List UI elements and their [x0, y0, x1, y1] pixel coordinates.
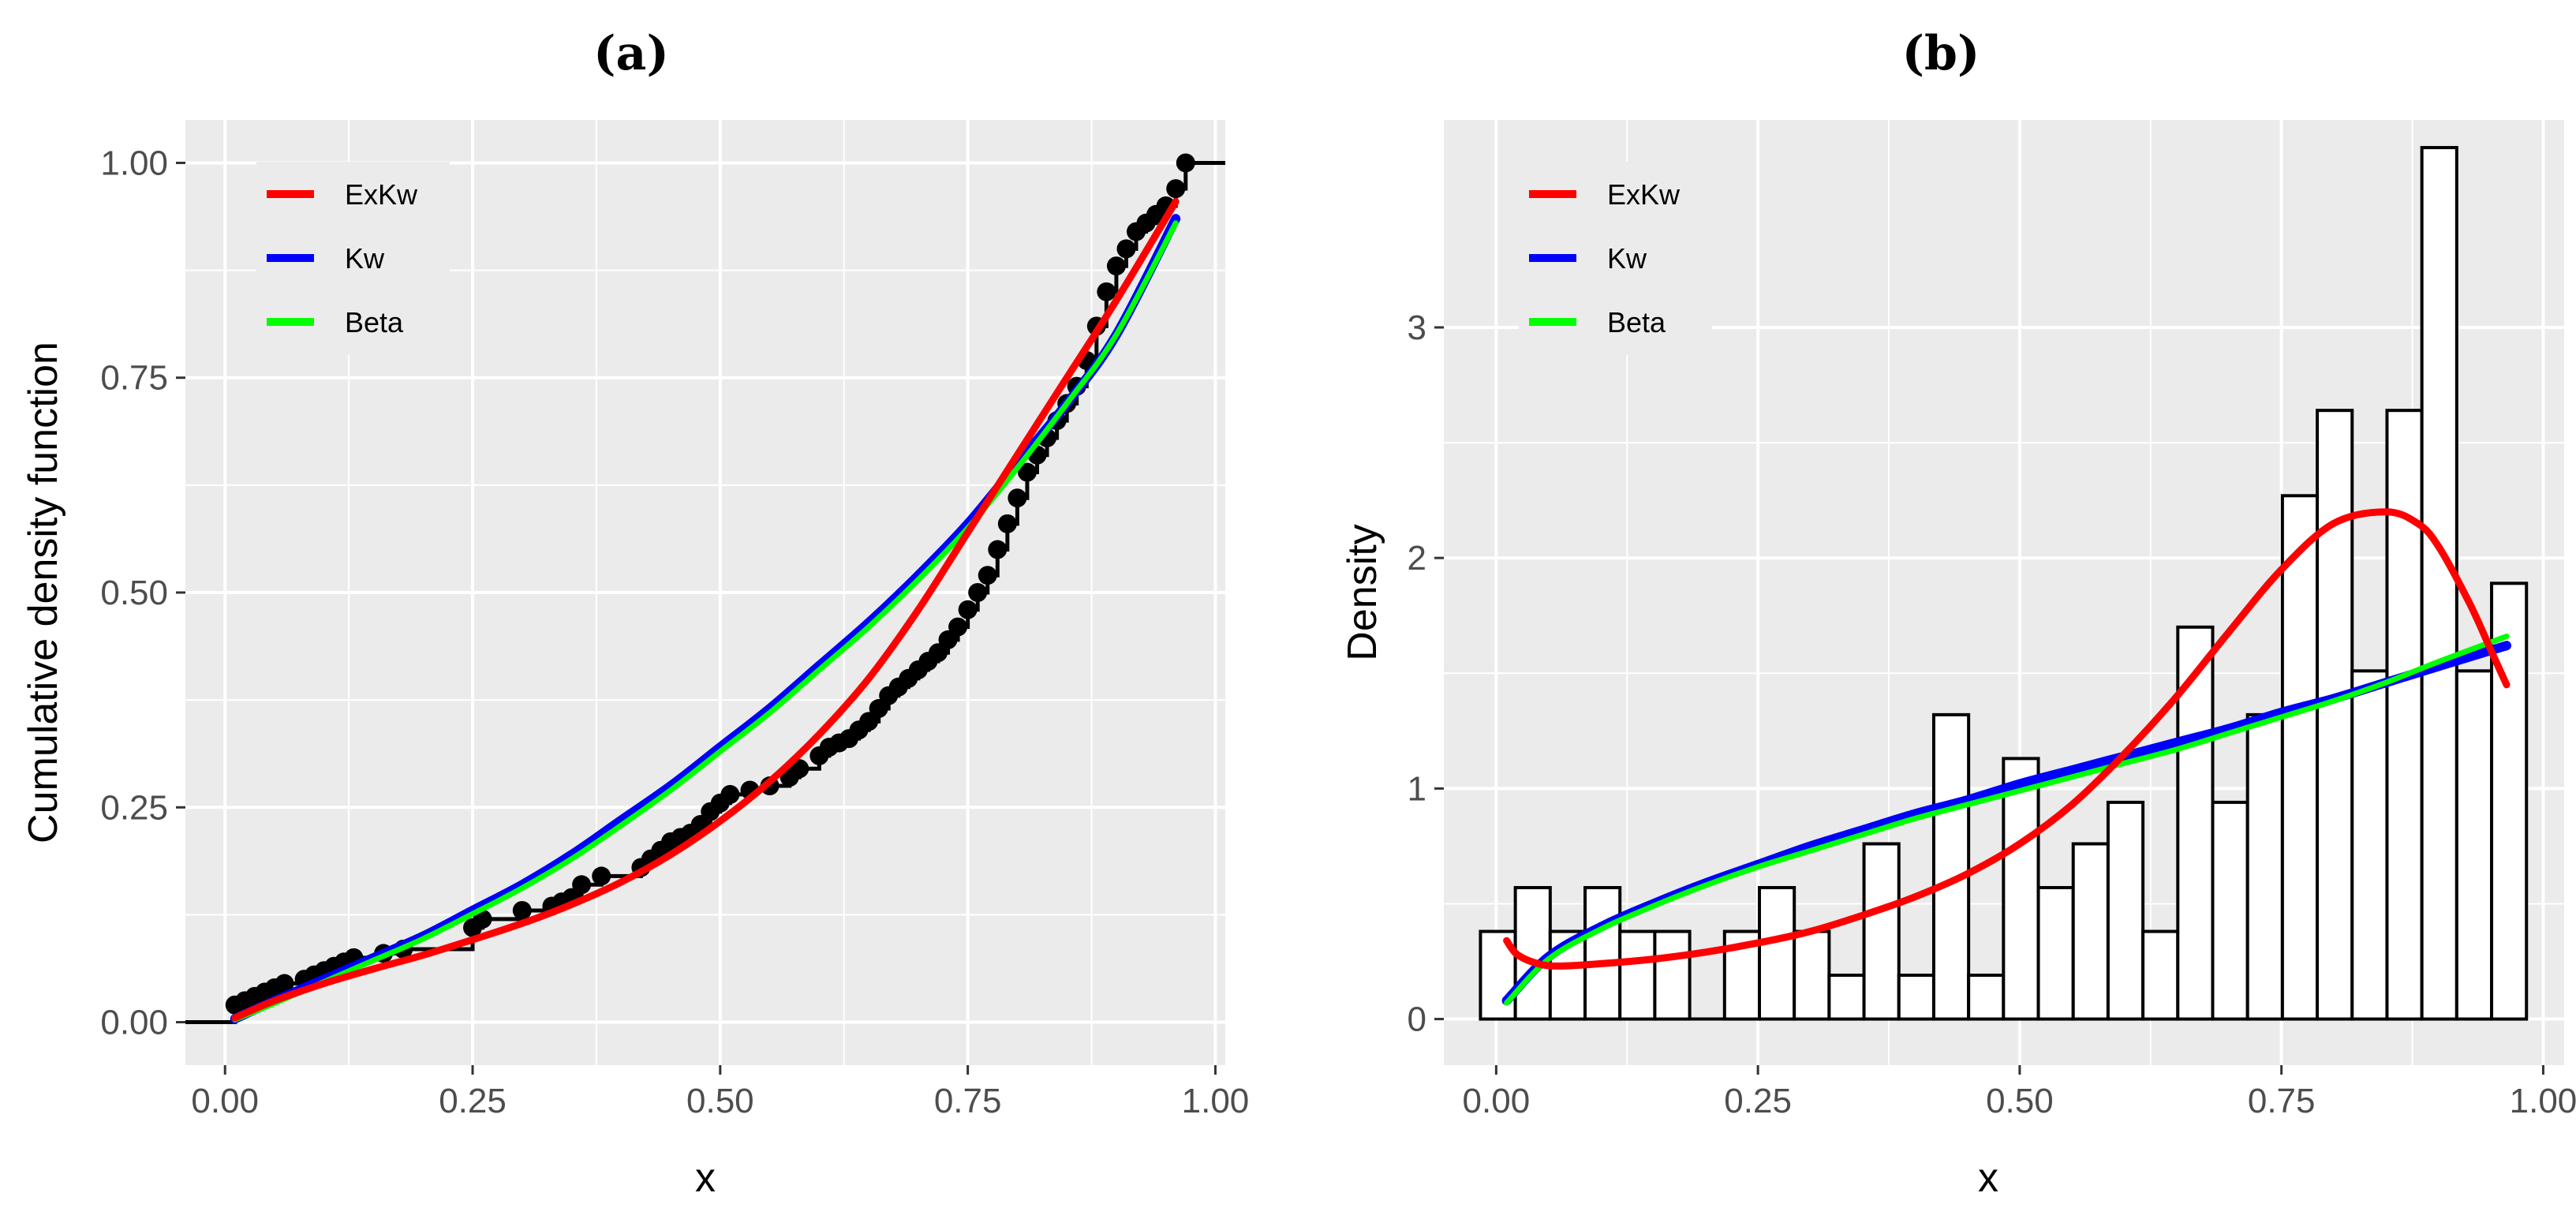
legend-label-kw: Kw — [1607, 242, 1647, 275]
ecdf-point — [978, 566, 997, 585]
x-tick-label: 0.00 — [1463, 1082, 1531, 1120]
curve-beta — [232, 220, 1179, 1023]
ecdf-point — [968, 583, 988, 602]
histogram-bar — [2280, 494, 2320, 1021]
panel-a-fitted-curves — [230, 198, 1181, 1024]
histogram-bar — [2385, 409, 2424, 1021]
histogram-bar — [2350, 669, 2389, 1021]
ecdf-point — [869, 699, 888, 719]
panel-b-y-axis-label: Density — [1340, 524, 1385, 660]
panel-a-x-axis-label: x — [695, 1155, 716, 1201]
histogram-bar — [1862, 842, 1901, 1021]
panel-a: (a) 0.00 0.25 0.50 0.75 1.00 0.00 0.25 0… — [21, 26, 1249, 1201]
ecdf-point — [938, 630, 958, 649]
histogram-bar — [1757, 886, 1796, 1021]
curve-beta — [1504, 634, 2510, 1006]
curve-exkw — [231, 198, 1180, 1022]
y-tick-label: 0.50 — [100, 574, 168, 612]
legend-label-beta: Beta — [1607, 306, 1666, 338]
histogram-bar — [2316, 409, 2354, 1021]
legend-label-exkw: ExKw — [345, 178, 418, 211]
histogram-bar — [2106, 800, 2145, 1021]
ecdf-point — [1106, 256, 1126, 276]
histogram-bar — [2245, 712, 2284, 1021]
ecdf-point — [790, 759, 809, 779]
x-tick-label: 0.50 — [686, 1082, 754, 1120]
legend-label-exkw: ExKw — [1607, 178, 1681, 211]
panel-b-x-axis-ticks: 0.00 0.25 0.50 0.75 1.00 — [1463, 1065, 2576, 1120]
ecdf-point — [948, 617, 968, 637]
histogram-bar — [2454, 669, 2494, 1021]
curve-exkw — [1503, 508, 2511, 970]
ecdf-point — [572, 875, 592, 895]
x-tick-label: 0.25 — [1724, 1082, 1792, 1120]
histogram-bar — [1897, 974, 1935, 1021]
x-tick-label: 0.50 — [1986, 1082, 2054, 1120]
x-tick-label: 0.75 — [934, 1082, 1002, 1120]
histogram-bar — [2490, 581, 2529, 1021]
y-tick-label: 0.75 — [100, 359, 168, 398]
histogram-bar — [1618, 929, 1657, 1021]
panel-b-histogram — [1479, 146, 2529, 1021]
ecdf-point — [1017, 462, 1037, 482]
ecdf-point — [1176, 153, 1195, 173]
x-tick-label: 0.00 — [191, 1082, 259, 1120]
ecdf-point — [592, 866, 611, 886]
histogram-bar — [2141, 929, 2180, 1021]
histogram-bar — [1793, 929, 1831, 1021]
ecdf-point — [997, 514, 1017, 533]
ecdf-point — [1116, 239, 1136, 259]
y-tick-label: 1 — [1408, 769, 1426, 808]
histogram-bar — [2420, 146, 2458, 1021]
histogram-bar — [1653, 929, 1692, 1021]
x-tick-label: 0.25 — [439, 1082, 507, 1120]
ecdf-point — [1097, 282, 1116, 301]
histogram-bar — [1931, 712, 1971, 1021]
histogram-bar — [2002, 757, 2040, 1021]
panel-b-legend: ExKw Kw Beta — [1519, 162, 1712, 355]
ecdf-point — [928, 643, 948, 663]
panel-b-fitted-curves — [1501, 508, 2511, 1006]
y-tick-label: 0.25 — [100, 788, 168, 827]
y-tick-label: 1.00 — [100, 144, 168, 182]
panel-b-y-axis-ticks: 0 1 2 3 — [1408, 308, 1444, 1039]
histogram-bar — [1583, 886, 1622, 1021]
y-tick-label: 0 — [1408, 1000, 1426, 1039]
histogram-bar — [2211, 800, 2249, 1021]
x-tick-label: 1.00 — [1182, 1082, 1250, 1120]
panel-b-title: (b) — [1902, 26, 1980, 81]
ecdf-point — [988, 540, 1008, 559]
panel-a-y-axis-label: Cumulative density function — [21, 342, 66, 843]
panel-b-x-axis-label: x — [1978, 1155, 1998, 1201]
y-tick-label: 3 — [1408, 308, 1426, 347]
ecdf-point — [275, 974, 294, 993]
histogram-bar — [2036, 886, 2075, 1021]
x-tick-label: 1.00 — [2510, 1082, 2576, 1120]
legend-label-kw: Kw — [345, 242, 385, 275]
ecdf-point — [958, 600, 978, 619]
panel-a-x-axis-ticks: 0.00 0.25 0.50 0.75 1.00 — [191, 1065, 1249, 1120]
y-tick-label: 2 — [1408, 539, 1426, 578]
panel-a-y-axis-ticks: 0.00 0.25 0.50 0.75 1.00 — [100, 144, 185, 1042]
ecdf-point — [512, 900, 532, 920]
panel-a-legend: ExKw Kw Beta — [256, 162, 450, 355]
ecdf-point — [1008, 488, 1027, 508]
y-tick-label: 0.00 — [100, 1004, 168, 1042]
legend-label-beta: Beta — [345, 306, 404, 338]
panel-a-title: (a) — [593, 26, 669, 81]
histogram-bar — [2071, 842, 2110, 1021]
ecdf-point — [1166, 179, 1186, 199]
x-tick-label: 0.75 — [2248, 1082, 2316, 1120]
panel-b: (b) 0.00 0.25 0.50 0.75 1.00 0 1 2 3 x D… — [1340, 26, 2576, 1201]
histogram-bar — [1967, 974, 2006, 1021]
ecdf-point — [720, 784, 740, 804]
histogram-bar — [1827, 974, 1866, 1021]
ecdf-point — [859, 712, 879, 731]
